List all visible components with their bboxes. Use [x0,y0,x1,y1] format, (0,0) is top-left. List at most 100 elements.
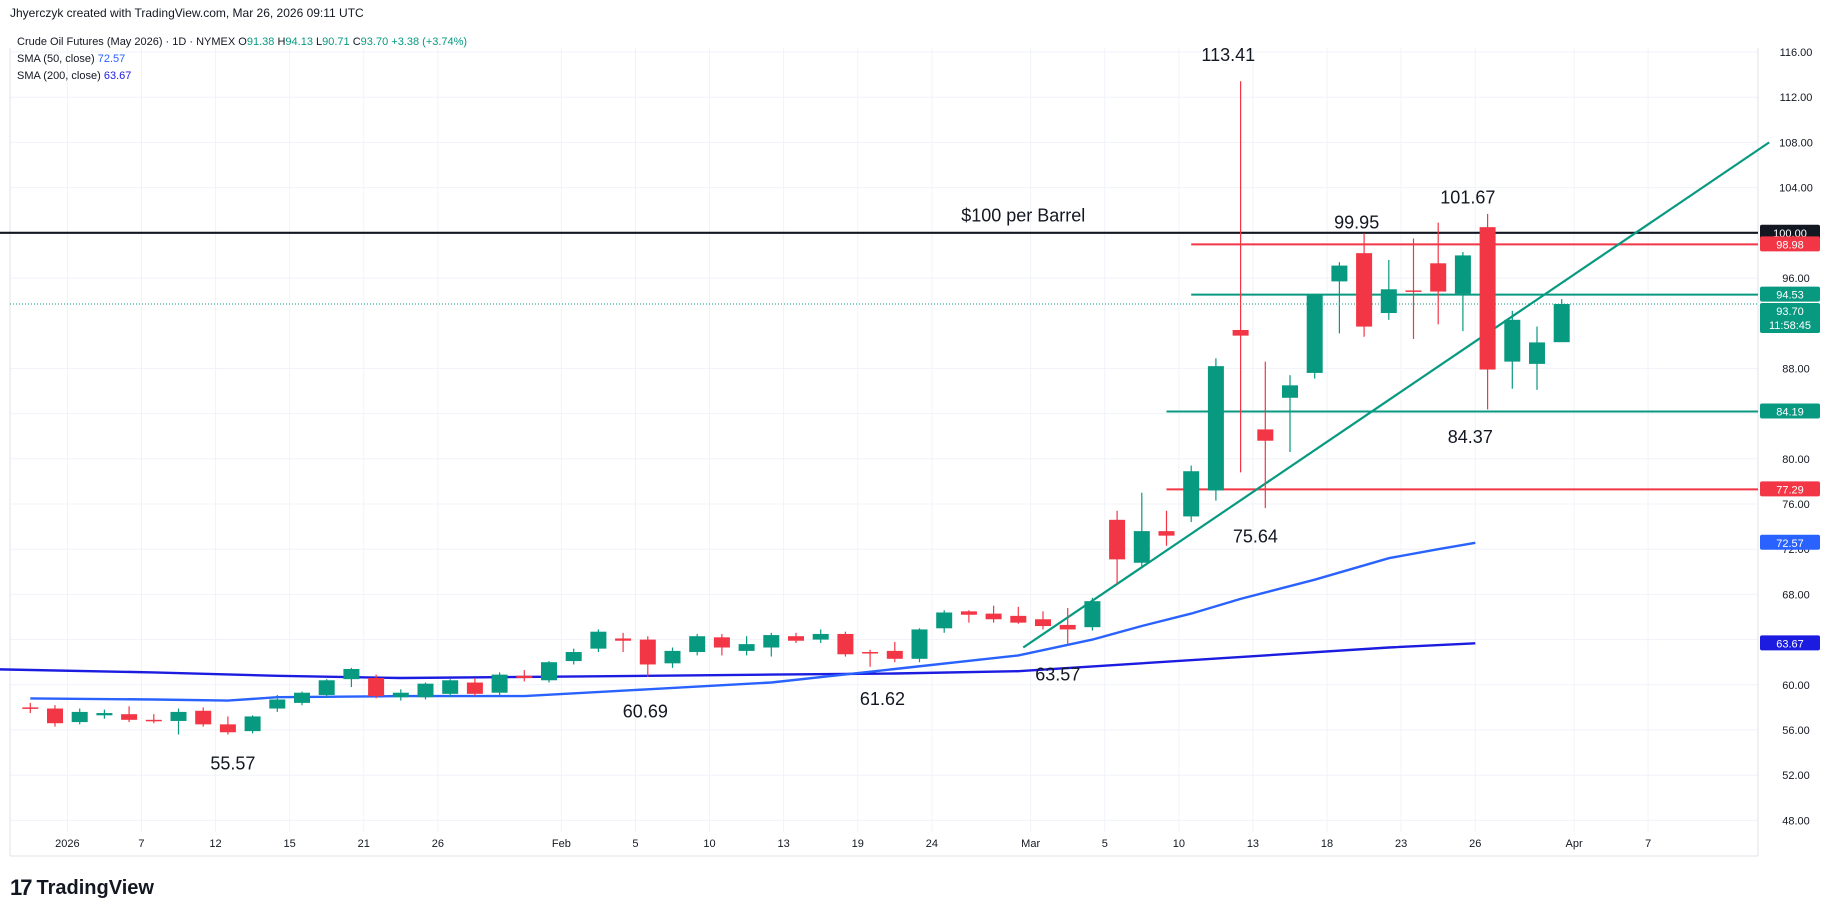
legend-sma50-label: SMA (50, close) [17,53,95,65]
candle-body [343,668,360,680]
y-tick-label: 76.00 [1782,499,1810,511]
tradingview-logo[interactable]: 17 TradingView [10,875,154,901]
annotation-text: 61.62 [860,689,905,709]
candle-body [442,680,459,694]
candle-body [615,638,632,641]
level-94.53-tag [1760,286,1820,302]
x-tick-label: 13 [1247,838,1259,850]
trend-line[interactable] [1022,141,1770,649]
candle-body [22,707,39,709]
x-tick-label: Mar [1021,838,1040,850]
sma-63.67-tag-text: 63.67 [1776,638,1804,650]
candle-body [219,724,236,733]
candle-body [417,683,434,698]
candle-body [886,650,903,659]
x-tick-label: 26 [1469,838,1481,850]
attribution: Jhyerczyk created with TradingView.com, … [10,6,364,20]
candle-body [1306,294,1323,373]
candle-body [1232,329,1249,336]
tradingview-logo-icon: 17 [10,875,33,900]
annotation-text: 113.41 [1201,45,1255,65]
candle-body [121,714,138,720]
legend-sma50-row[interactable]: SMA (50, close) 72.57 [17,51,467,68]
candle-body [936,612,953,629]
candle-body [392,692,409,698]
candle-body [565,652,582,662]
candle-body [318,680,335,695]
annotation-text: 99.95 [1334,212,1379,232]
x-tick-label: 5 [1102,838,1108,850]
sma-63.67-tag [1760,635,1820,651]
candle-body [1133,531,1150,563]
last-price-tag-text: 93.70 [1776,306,1804,318]
grid [9,48,1759,857]
candle-body [368,678,385,697]
y-tick-label: 48.00 [1782,815,1810,827]
level-77.29-tag [1760,481,1820,497]
legend-close: 93.70 [360,36,389,48]
last-price-countdown: 11:58:45 [1769,320,1811,332]
level-84.19-tag-text: 84.19 [1776,406,1804,418]
candle-body [466,682,483,694]
legend-close-label: C [352,36,361,48]
candles [22,81,1570,735]
level-84.19-tag [1760,403,1820,419]
x-tick-label: 23 [1395,838,1407,850]
candle-body [862,652,879,654]
legend-low-label: L [316,36,323,48]
horizontal-lines [0,141,1770,649]
price-axis[interactable]: 116.00112.00108.00104.00100.0096.0088.00… [1760,47,1820,827]
legend-symbol-row: Crude Oil Futures (May 2026) · 1D · NYME… [17,34,467,51]
candle-body [1529,342,1545,364]
tradingview-logo-text: TradingView [36,876,154,899]
legend-high: 94.13 [285,36,313,48]
candle-body [244,716,261,732]
candle-body [960,611,977,615]
annotation-text: 55.57 [210,754,255,774]
x-tick-label: 10 [1173,838,1185,850]
level-98.98-tag [1760,236,1820,252]
sma200-line [0,642,1476,680]
candle-body [713,637,730,648]
candle-body [738,644,755,651]
legend-open: 91.38 [246,36,275,48]
y-tick-label: 104.00 [1779,183,1813,195]
candle-body [1356,253,1373,327]
sma-lines [0,541,1476,702]
candle-body [1282,385,1298,398]
candle-body [1109,519,1126,560]
candle-body [1183,471,1200,517]
x-tick-label: 24 [926,838,938,850]
sma-72.57-tag-text: 72.57 [1776,538,1804,550]
candle-body [96,713,113,716]
y-tick-label: 88.00 [1782,363,1810,375]
candle-body [664,650,681,664]
y-tick-label: 96.00 [1782,273,1810,285]
candle-body [689,636,706,653]
candle-body [590,631,607,649]
candle-body [491,674,508,693]
x-tick-label: 10 [703,838,715,850]
x-tick-label: Apr [1565,838,1582,850]
candle-body [911,629,928,659]
legend-symbol[interactable]: Crude Oil Futures (May 2026) · 1D · NYME… [17,36,236,48]
legend-sma200-row[interactable]: SMA (200, close) 63.67 [17,68,467,85]
candle-body [837,633,854,655]
time-axis[interactable]: 262026712152126Feb510131924Mar5101318232… [0,838,1651,850]
legend-sma200-label: SMA (200, close) [17,70,101,82]
candle-body [1479,227,1496,370]
candle-body [788,636,804,641]
candle-body [1059,624,1076,630]
x-tick-label: 12 [209,838,221,850]
level-100.00-tag [1760,224,1820,240]
legend-sma200-value: 63.67 [103,70,132,82]
candle-body [47,708,63,724]
y-tick-label: 52.00 [1782,770,1810,782]
sma50-line [30,541,1476,702]
y-tick-label: 60.00 [1782,680,1810,692]
x-tick-label: 5 [632,838,638,850]
y-tick-label: 116.00 [1780,47,1813,59]
legend-sma50-value: 72.57 [97,53,126,65]
candle-body [1035,619,1051,627]
